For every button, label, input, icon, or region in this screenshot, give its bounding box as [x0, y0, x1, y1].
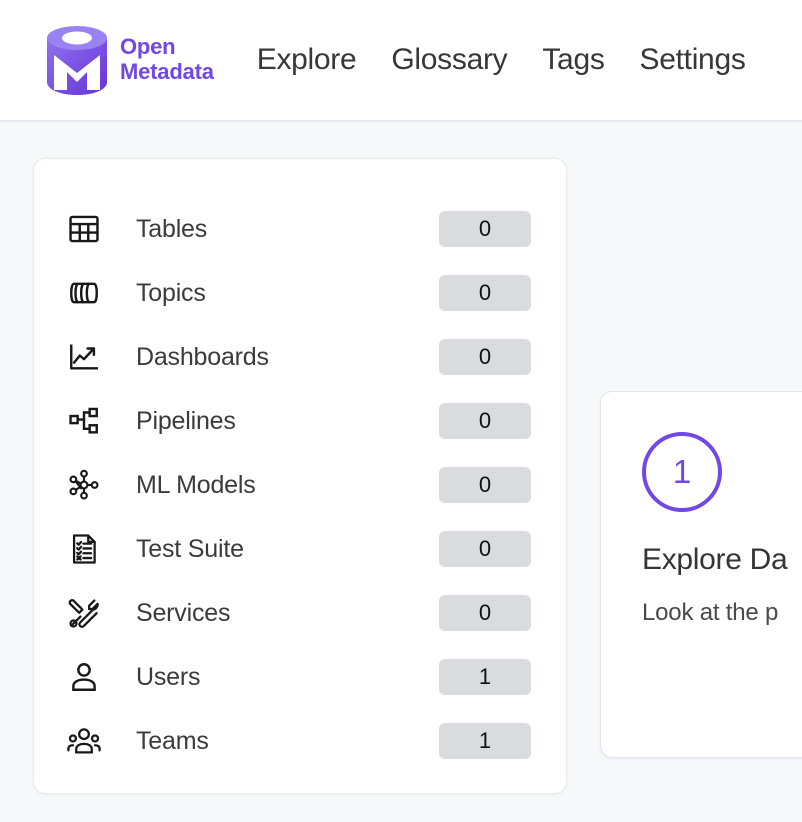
tour-step-title: Explore Da	[642, 543, 788, 576]
nav-item-settings[interactable]: Settings	[639, 43, 746, 76]
summary-row-test-suite[interactable]: Test Suite 0	[62, 517, 531, 581]
brand-line-2: Metadata	[120, 59, 214, 84]
nav-item-tags[interactable]: Tags	[542, 43, 605, 76]
summary-row-count: 0	[439, 403, 531, 439]
summary-row-label: Services	[136, 598, 231, 627]
tour-step-number: 1	[672, 453, 692, 490]
table-icon	[62, 209, 106, 249]
summary-row-count: 1	[439, 659, 531, 695]
openmetadata-logo-icon	[44, 24, 110, 96]
asset-summary-card: Tables 0 Topics 0	[33, 158, 567, 794]
nav-item-glossary[interactable]: Glossary	[391, 43, 508, 76]
brand-logo[interactable]: Open Metadata	[44, 24, 214, 96]
summary-row-teams[interactable]: Teams 1	[62, 709, 531, 773]
summary-row-topics[interactable]: Topics 0	[62, 261, 531, 325]
topic-icon	[62, 273, 106, 313]
tour-step-number-badge: 1	[642, 432, 722, 512]
summary-row-services[interactable]: Services 0	[62, 581, 531, 645]
summary-row-count: 0	[439, 467, 531, 503]
summary-row-label: Users	[136, 662, 201, 691]
summary-row-label: Test Suite	[136, 534, 244, 563]
brand-line-1: Open	[120, 34, 176, 60]
summary-row-label: Topics	[136, 278, 206, 307]
brand-wordmark: Open Metadata	[120, 34, 214, 85]
nav-item-explore[interactable]: Explore	[256, 43, 357, 76]
services-tools-icon	[62, 593, 106, 633]
ml-model-icon	[62, 465, 106, 505]
summary-row-users[interactable]: Users 1	[62, 645, 531, 709]
main-navigation: Explore Glossary Tags Settings	[257, 43, 746, 77]
summary-row-ml-models[interactable]: ML Models 0	[62, 453, 531, 517]
tour-step-description: Look at the p	[642, 599, 779, 626]
app-header: Open Metadata Explore Glossary Tags Sett…	[0, 0, 802, 122]
test-suite-icon	[62, 529, 106, 569]
dashboard-chart-icon	[62, 337, 106, 377]
summary-row-pipelines[interactable]: Pipelines 0	[62, 389, 531, 453]
summary-row-count: 0	[439, 339, 531, 375]
summary-row-tables[interactable]: Tables 0	[62, 197, 531, 261]
asset-summary-list: Tables 0 Topics 0	[62, 197, 531, 773]
summary-row-count: 0	[439, 595, 531, 631]
summary-row-count: 0	[439, 275, 531, 311]
summary-row-label: ML Models	[136, 470, 256, 499]
summary-row-label: Pipelines	[136, 406, 236, 435]
summary-row-dashboards[interactable]: Dashboards 0	[62, 325, 531, 389]
tour-step-card: 1 Explore Da Look at the p	[600, 391, 802, 758]
summary-row-label: Tables	[136, 214, 208, 243]
user-icon	[62, 657, 106, 697]
summary-row-count: 1	[439, 723, 531, 759]
teams-icon	[62, 721, 106, 761]
summary-row-label: Dashboards	[136, 342, 269, 371]
pipeline-icon	[62, 401, 106, 441]
summary-row-label: Teams	[136, 726, 209, 755]
summary-row-count: 0	[439, 211, 531, 247]
summary-row-count: 0	[439, 531, 531, 567]
